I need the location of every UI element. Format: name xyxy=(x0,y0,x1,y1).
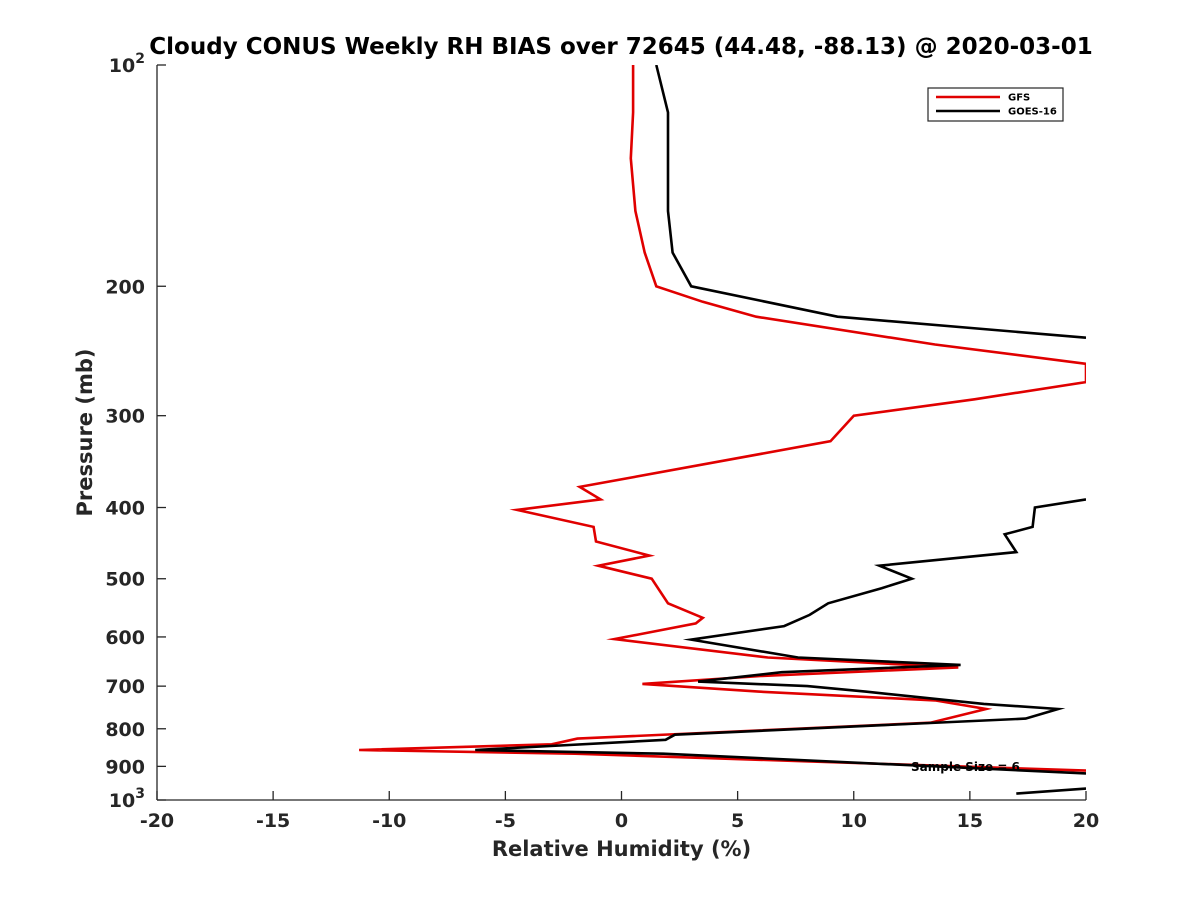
y-tick-label: 800 xyxy=(105,719,145,741)
x-axis-label: Relative Humidity (%) xyxy=(492,837,751,861)
series-line-goes-16-seg-1 xyxy=(655,65,1086,339)
legend: GFS GOES-16 xyxy=(927,87,1064,122)
y-axis-label: Pressure (mb) xyxy=(73,349,97,517)
x-tick-label: -10 xyxy=(372,810,406,832)
y-tick-label: 102 xyxy=(109,51,145,77)
series-layer xyxy=(359,65,1086,795)
y-tick-label: 200 xyxy=(105,276,145,298)
series-line-goes-16-seg-3 xyxy=(1016,787,1086,795)
sample-size-annotation: Sample Size = 6 xyxy=(911,760,1020,774)
x-tick-label: 0 xyxy=(615,810,628,832)
legend-label: GOES-16 xyxy=(1008,107,1057,118)
chart-title: Cloudy CONUS Weekly RH BIAS over 72645 (… xyxy=(149,34,1092,60)
x-tick-label: 10 xyxy=(841,810,867,832)
y-tick-label: 400 xyxy=(105,498,145,520)
x-tick-label: 15 xyxy=(957,810,983,832)
x-tick-label: 20 xyxy=(1073,810,1099,832)
series-line-goes-16-seg-2 xyxy=(475,498,1086,775)
legend-box xyxy=(927,87,1064,122)
plot-area xyxy=(157,65,1086,800)
y-tick-label: 700 xyxy=(105,676,145,698)
x-tick-label: -15 xyxy=(256,810,290,832)
series-line-gfs xyxy=(359,65,1086,772)
legend-label: GFS xyxy=(1008,93,1030,104)
y-tick-label: 900 xyxy=(105,756,145,778)
y-tick-label: 300 xyxy=(105,406,145,428)
y-tick-label: 500 xyxy=(105,569,145,591)
x-tick-label: -5 xyxy=(495,810,516,832)
y-tick-label: 103 xyxy=(109,786,145,812)
x-tick-label: -20 xyxy=(140,810,174,832)
x-tick-label: 5 xyxy=(731,810,744,832)
y-tick-label: 600 xyxy=(105,627,145,649)
axes: -20 -15 -10 -5 0 5 10 15 20 102 200 300 400 500 600 700… xyxy=(105,51,1099,832)
